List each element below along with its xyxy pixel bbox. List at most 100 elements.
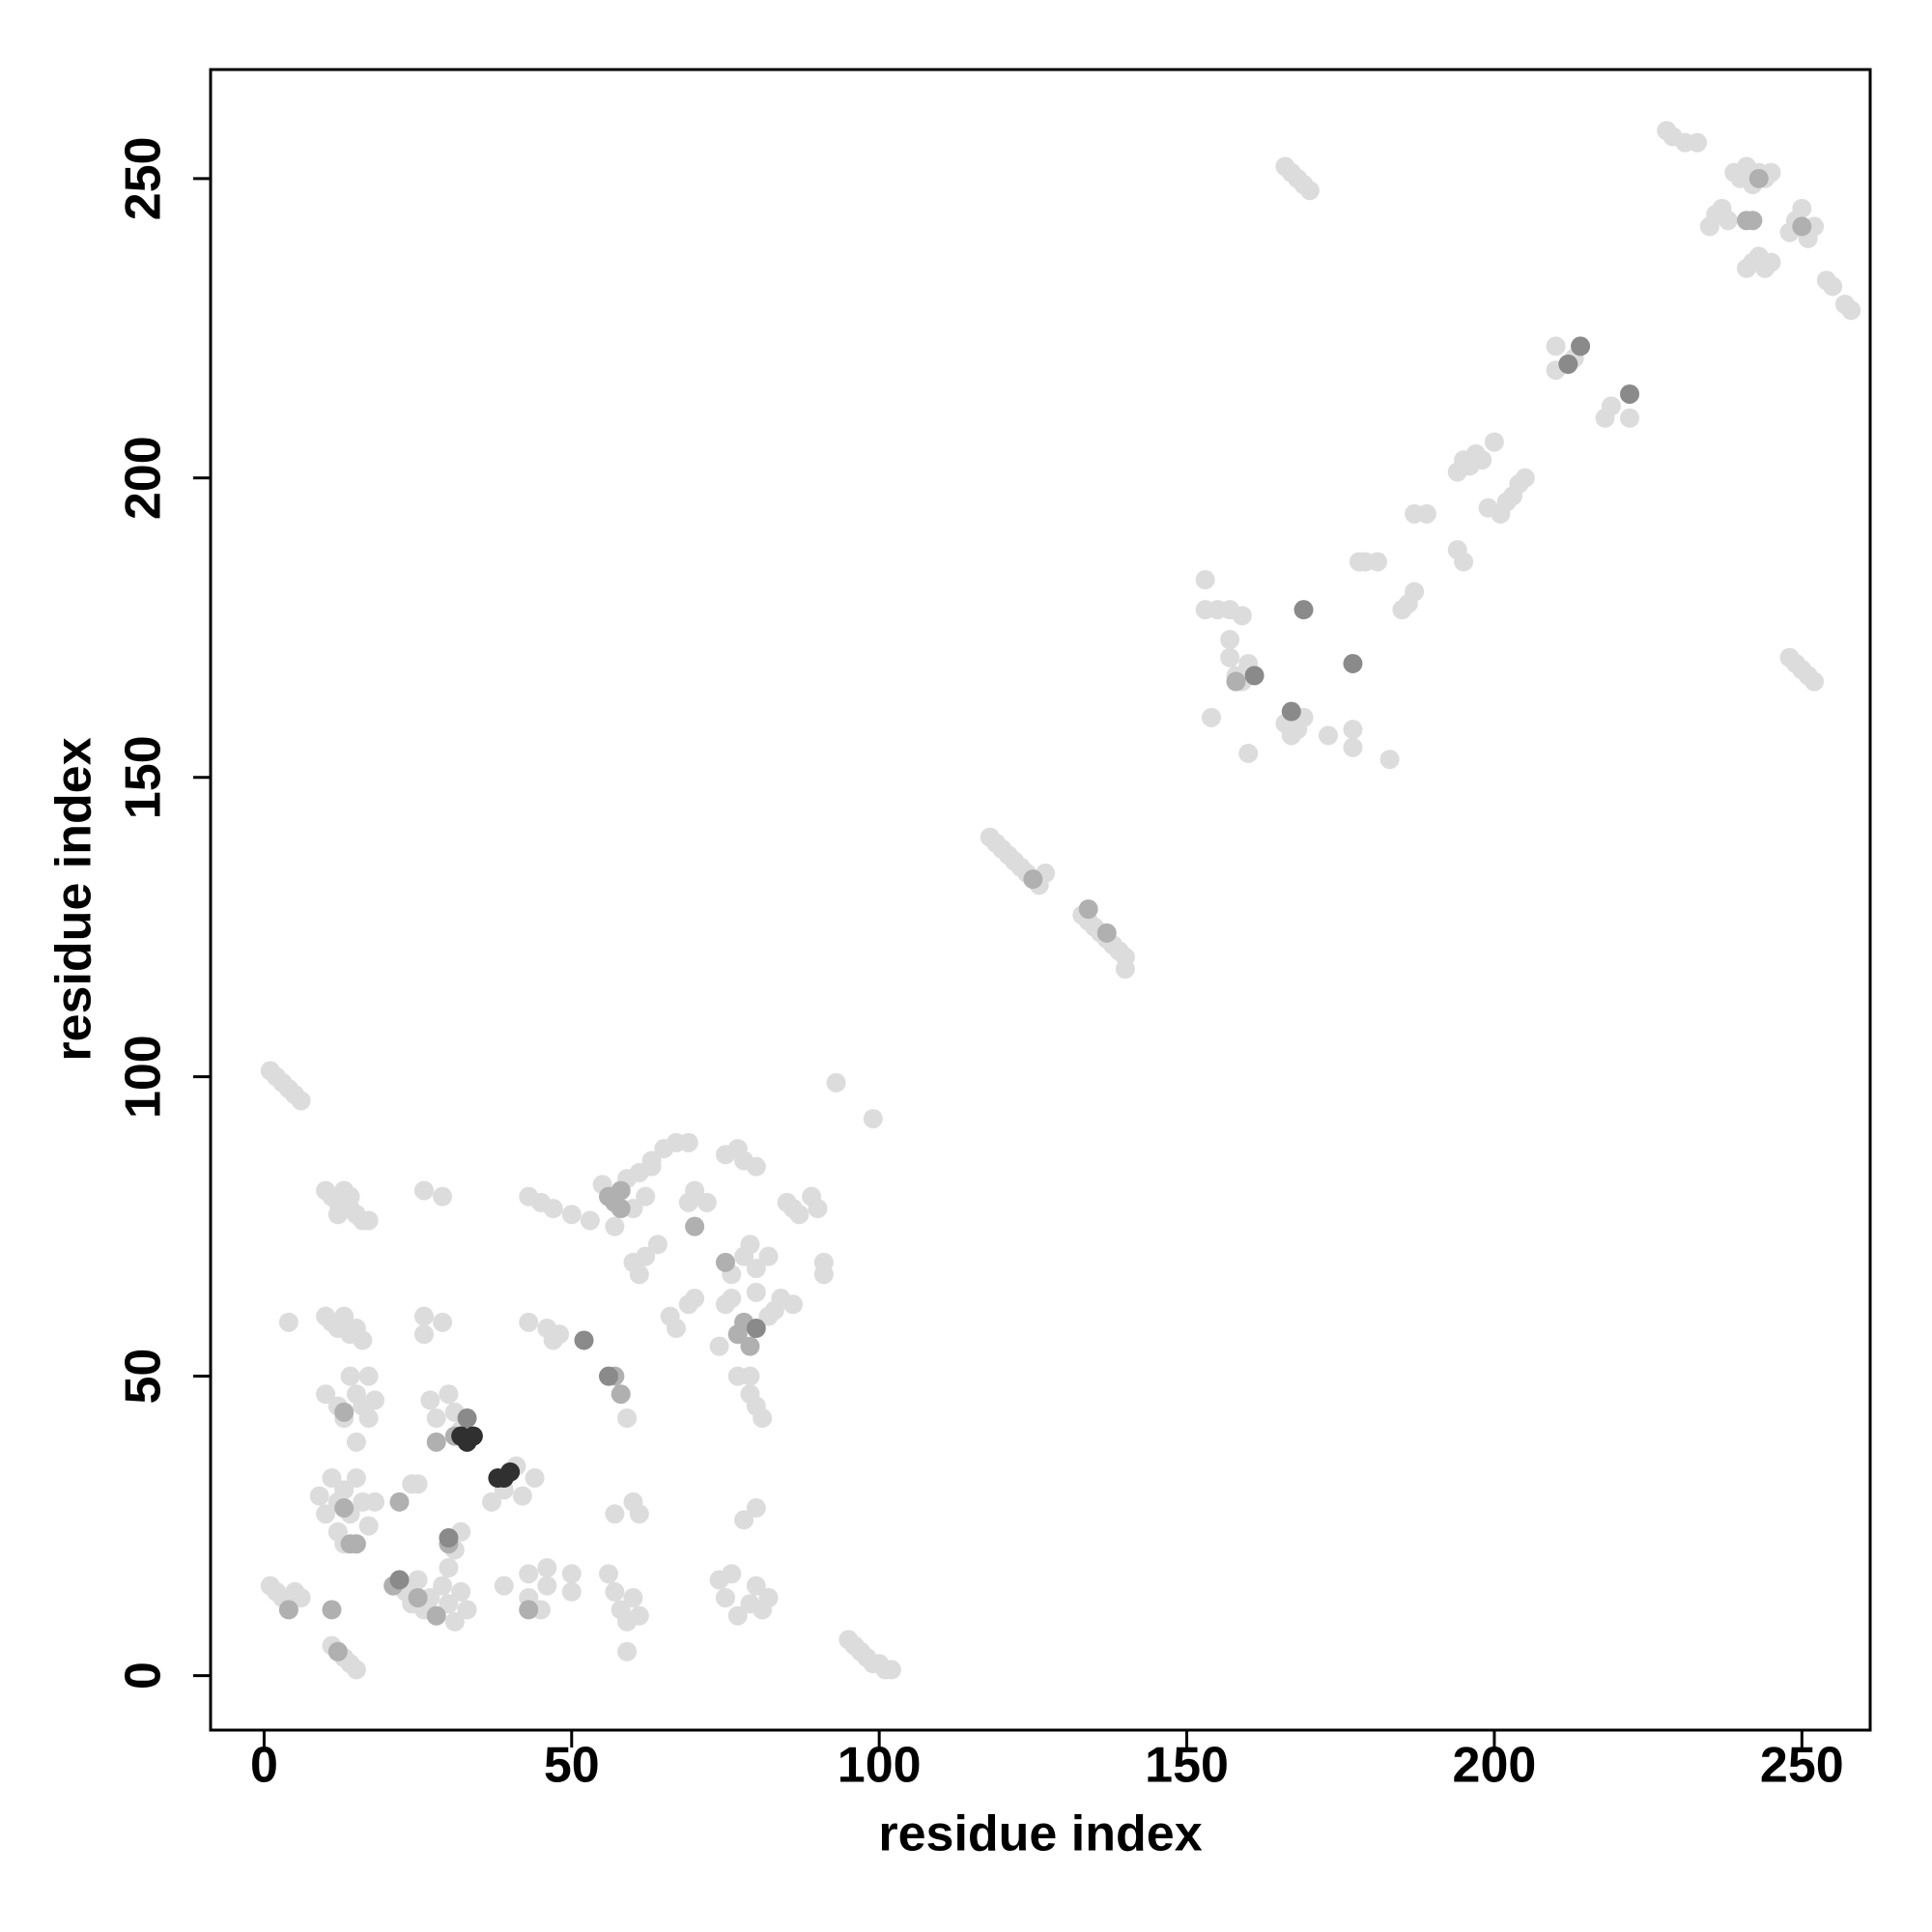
point	[685, 1289, 705, 1309]
point	[433, 1312, 453, 1332]
point	[746, 1156, 766, 1177]
point	[353, 1330, 373, 1350]
point	[1718, 211, 1738, 231]
point	[1220, 630, 1240, 650]
point	[746, 1576, 766, 1596]
point	[413, 1306, 434, 1326]
point	[1484, 432, 1504, 452]
point	[1454, 552, 1474, 572]
point	[316, 1384, 336, 1405]
point	[433, 1576, 453, 1596]
point	[389, 1570, 410, 1590]
point	[678, 1132, 698, 1152]
point	[309, 1486, 329, 1506]
point	[1841, 300, 1861, 321]
point	[629, 1605, 649, 1626]
point	[561, 1205, 582, 1225]
x-axis-title: residue index	[878, 1806, 1202, 1862]
point	[537, 1576, 557, 1596]
point	[1737, 211, 1757, 231]
point	[561, 1581, 582, 1602]
point	[334, 1306, 355, 1326]
point	[727, 1605, 748, 1626]
point	[439, 1528, 459, 1548]
point	[826, 1072, 846, 1093]
point	[629, 1264, 649, 1285]
point	[463, 1426, 483, 1446]
point	[611, 1199, 631, 1219]
point	[1558, 354, 1578, 374]
point	[334, 1480, 355, 1500]
y-tick-label: 50	[116, 1349, 172, 1405]
point	[636, 1246, 656, 1266]
point	[346, 1660, 366, 1680]
point	[482, 1492, 502, 1512]
point	[1343, 720, 1363, 740]
point	[365, 1492, 385, 1512]
point	[543, 1199, 563, 1219]
point	[722, 1289, 742, 1309]
point	[746, 1259, 766, 1279]
point	[605, 1504, 625, 1524]
point	[746, 1498, 766, 1519]
point	[488, 1468, 508, 1489]
point	[1299, 181, 1320, 201]
point	[746, 1319, 766, 1339]
point	[1823, 276, 1843, 297]
point	[327, 1641, 348, 1662]
point	[413, 1324, 434, 1345]
point	[740, 1336, 760, 1356]
point	[709, 1336, 729, 1356]
point	[408, 1588, 428, 1608]
point	[1096, 923, 1117, 943]
point	[278, 1600, 298, 1620]
point	[1620, 384, 1640, 404]
point	[1748, 168, 1769, 188]
point	[1472, 450, 1492, 470]
y-tick-label: 0	[116, 1662, 172, 1690]
point	[413, 1180, 434, 1201]
point	[753, 1408, 773, 1429]
x-tick-label: 200	[1453, 1738, 1537, 1794]
point	[1792, 198, 1812, 218]
point	[1244, 666, 1264, 686]
point	[1792, 216, 1812, 237]
point	[346, 1468, 366, 1489]
point	[1238, 743, 1259, 763]
point	[550, 1324, 570, 1345]
point	[813, 1264, 834, 1285]
y-tick-label: 150	[116, 735, 172, 819]
point	[1620, 408, 1640, 428]
point	[1367, 552, 1387, 572]
point	[1232, 606, 1252, 626]
point	[439, 1594, 459, 1614]
point	[420, 1390, 440, 1410]
point	[537, 1558, 557, 1578]
point	[439, 1558, 459, 1578]
point	[696, 1192, 717, 1212]
point	[1226, 671, 1246, 692]
point	[426, 1605, 446, 1626]
point	[426, 1408, 446, 1429]
point	[789, 1205, 810, 1225]
point	[525, 1468, 545, 1489]
point	[1115, 959, 1135, 980]
point	[629, 1504, 649, 1524]
x-tick-label: 100	[838, 1738, 922, 1794]
point	[623, 1588, 643, 1608]
y-tick-label: 100	[116, 1035, 172, 1119]
point	[358, 1210, 379, 1231]
point	[346, 1432, 366, 1452]
point	[1220, 647, 1240, 668]
point	[340, 1186, 360, 1207]
point	[617, 1408, 638, 1429]
point	[1293, 600, 1314, 620]
point	[758, 1588, 779, 1608]
point	[408, 1570, 428, 1590]
point	[358, 1366, 379, 1386]
point	[444, 1611, 465, 1632]
point	[334, 1402, 355, 1422]
x-tick-label: 50	[544, 1738, 600, 1794]
point	[561, 1564, 582, 1584]
